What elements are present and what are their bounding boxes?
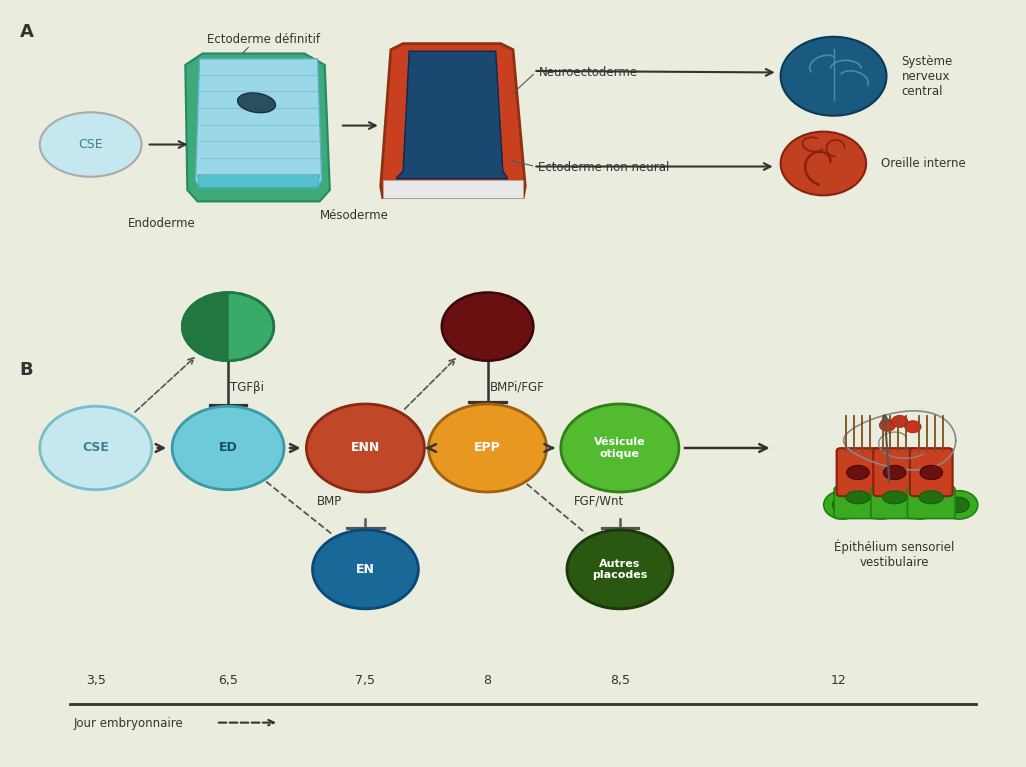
Text: ENN: ENN [351, 442, 380, 455]
Ellipse shape [883, 466, 906, 479]
Text: CSE: CSE [82, 442, 109, 455]
Circle shape [863, 491, 901, 519]
FancyBboxPatch shape [910, 448, 952, 496]
Text: Autres
placodes: Autres placodes [592, 558, 647, 580]
Text: Ectoderme définitif: Ectoderme définitif [207, 33, 320, 46]
Circle shape [940, 491, 978, 519]
Text: 12: 12 [831, 674, 846, 687]
Polygon shape [381, 44, 525, 198]
FancyBboxPatch shape [873, 448, 916, 496]
Circle shape [561, 404, 679, 492]
Text: FGF/Wnt: FGF/Wnt [575, 495, 624, 508]
Circle shape [781, 132, 866, 196]
Text: CSE: CSE [78, 138, 103, 151]
Wedge shape [183, 292, 228, 360]
Text: 7,5: 7,5 [355, 674, 376, 687]
Polygon shape [198, 175, 320, 188]
Text: BMP: BMP [317, 495, 343, 508]
Text: Mésoderme: Mésoderme [320, 209, 389, 222]
Text: Vésicule
otique: Vésicule otique [594, 437, 645, 459]
Text: Système
nerveux
central: Système nerveux central [902, 54, 953, 97]
Ellipse shape [40, 112, 142, 176]
Text: EPP: EPP [474, 442, 501, 455]
Circle shape [871, 497, 892, 512]
Text: EN: EN [356, 563, 374, 576]
Polygon shape [396, 51, 508, 179]
Ellipse shape [882, 491, 907, 504]
Ellipse shape [238, 93, 276, 113]
Circle shape [781, 37, 886, 116]
Text: A: A [19, 23, 33, 41]
Text: ED: ED [219, 442, 237, 455]
Circle shape [307, 404, 425, 492]
Circle shape [948, 497, 970, 512]
FancyBboxPatch shape [834, 487, 881, 518]
Text: Jour embryonnaire: Jour embryonnaire [74, 717, 183, 730]
Text: Oreille interne: Oreille interne [881, 157, 966, 170]
Ellipse shape [846, 466, 869, 479]
Text: 6,5: 6,5 [219, 674, 238, 687]
Circle shape [824, 491, 862, 519]
Circle shape [910, 497, 931, 512]
Text: Ectoderme non neural: Ectoderme non neural [539, 161, 670, 174]
Text: TGFβi: TGFβi [230, 380, 264, 393]
Ellipse shape [845, 491, 870, 504]
Circle shape [442, 292, 534, 360]
Circle shape [901, 491, 939, 519]
Circle shape [429, 404, 547, 492]
Circle shape [879, 419, 896, 431]
Polygon shape [186, 54, 329, 202]
Text: B: B [19, 360, 33, 379]
Ellipse shape [919, 491, 943, 504]
FancyBboxPatch shape [871, 487, 918, 518]
Circle shape [567, 530, 673, 609]
Text: Neuroectoderme: Neuroectoderme [539, 66, 637, 79]
Polygon shape [383, 180, 523, 198]
Text: 8: 8 [483, 674, 491, 687]
FancyBboxPatch shape [836, 448, 879, 496]
Circle shape [892, 416, 908, 427]
Polygon shape [196, 59, 322, 188]
Circle shape [172, 407, 284, 489]
Circle shape [183, 292, 274, 360]
Ellipse shape [920, 466, 943, 479]
Text: Épithélium sensoriel
vestibulaire: Épithélium sensoriel vestibulaire [834, 539, 955, 568]
Circle shape [832, 497, 853, 512]
Text: Endoderme: Endoderme [128, 216, 196, 229]
Circle shape [905, 420, 921, 433]
Text: 3,5: 3,5 [86, 674, 106, 687]
Text: BMPi/FGF: BMPi/FGF [489, 380, 545, 393]
Circle shape [40, 407, 152, 489]
FancyBboxPatch shape [907, 487, 955, 518]
Text: 8,5: 8,5 [609, 674, 630, 687]
Circle shape [313, 530, 419, 609]
